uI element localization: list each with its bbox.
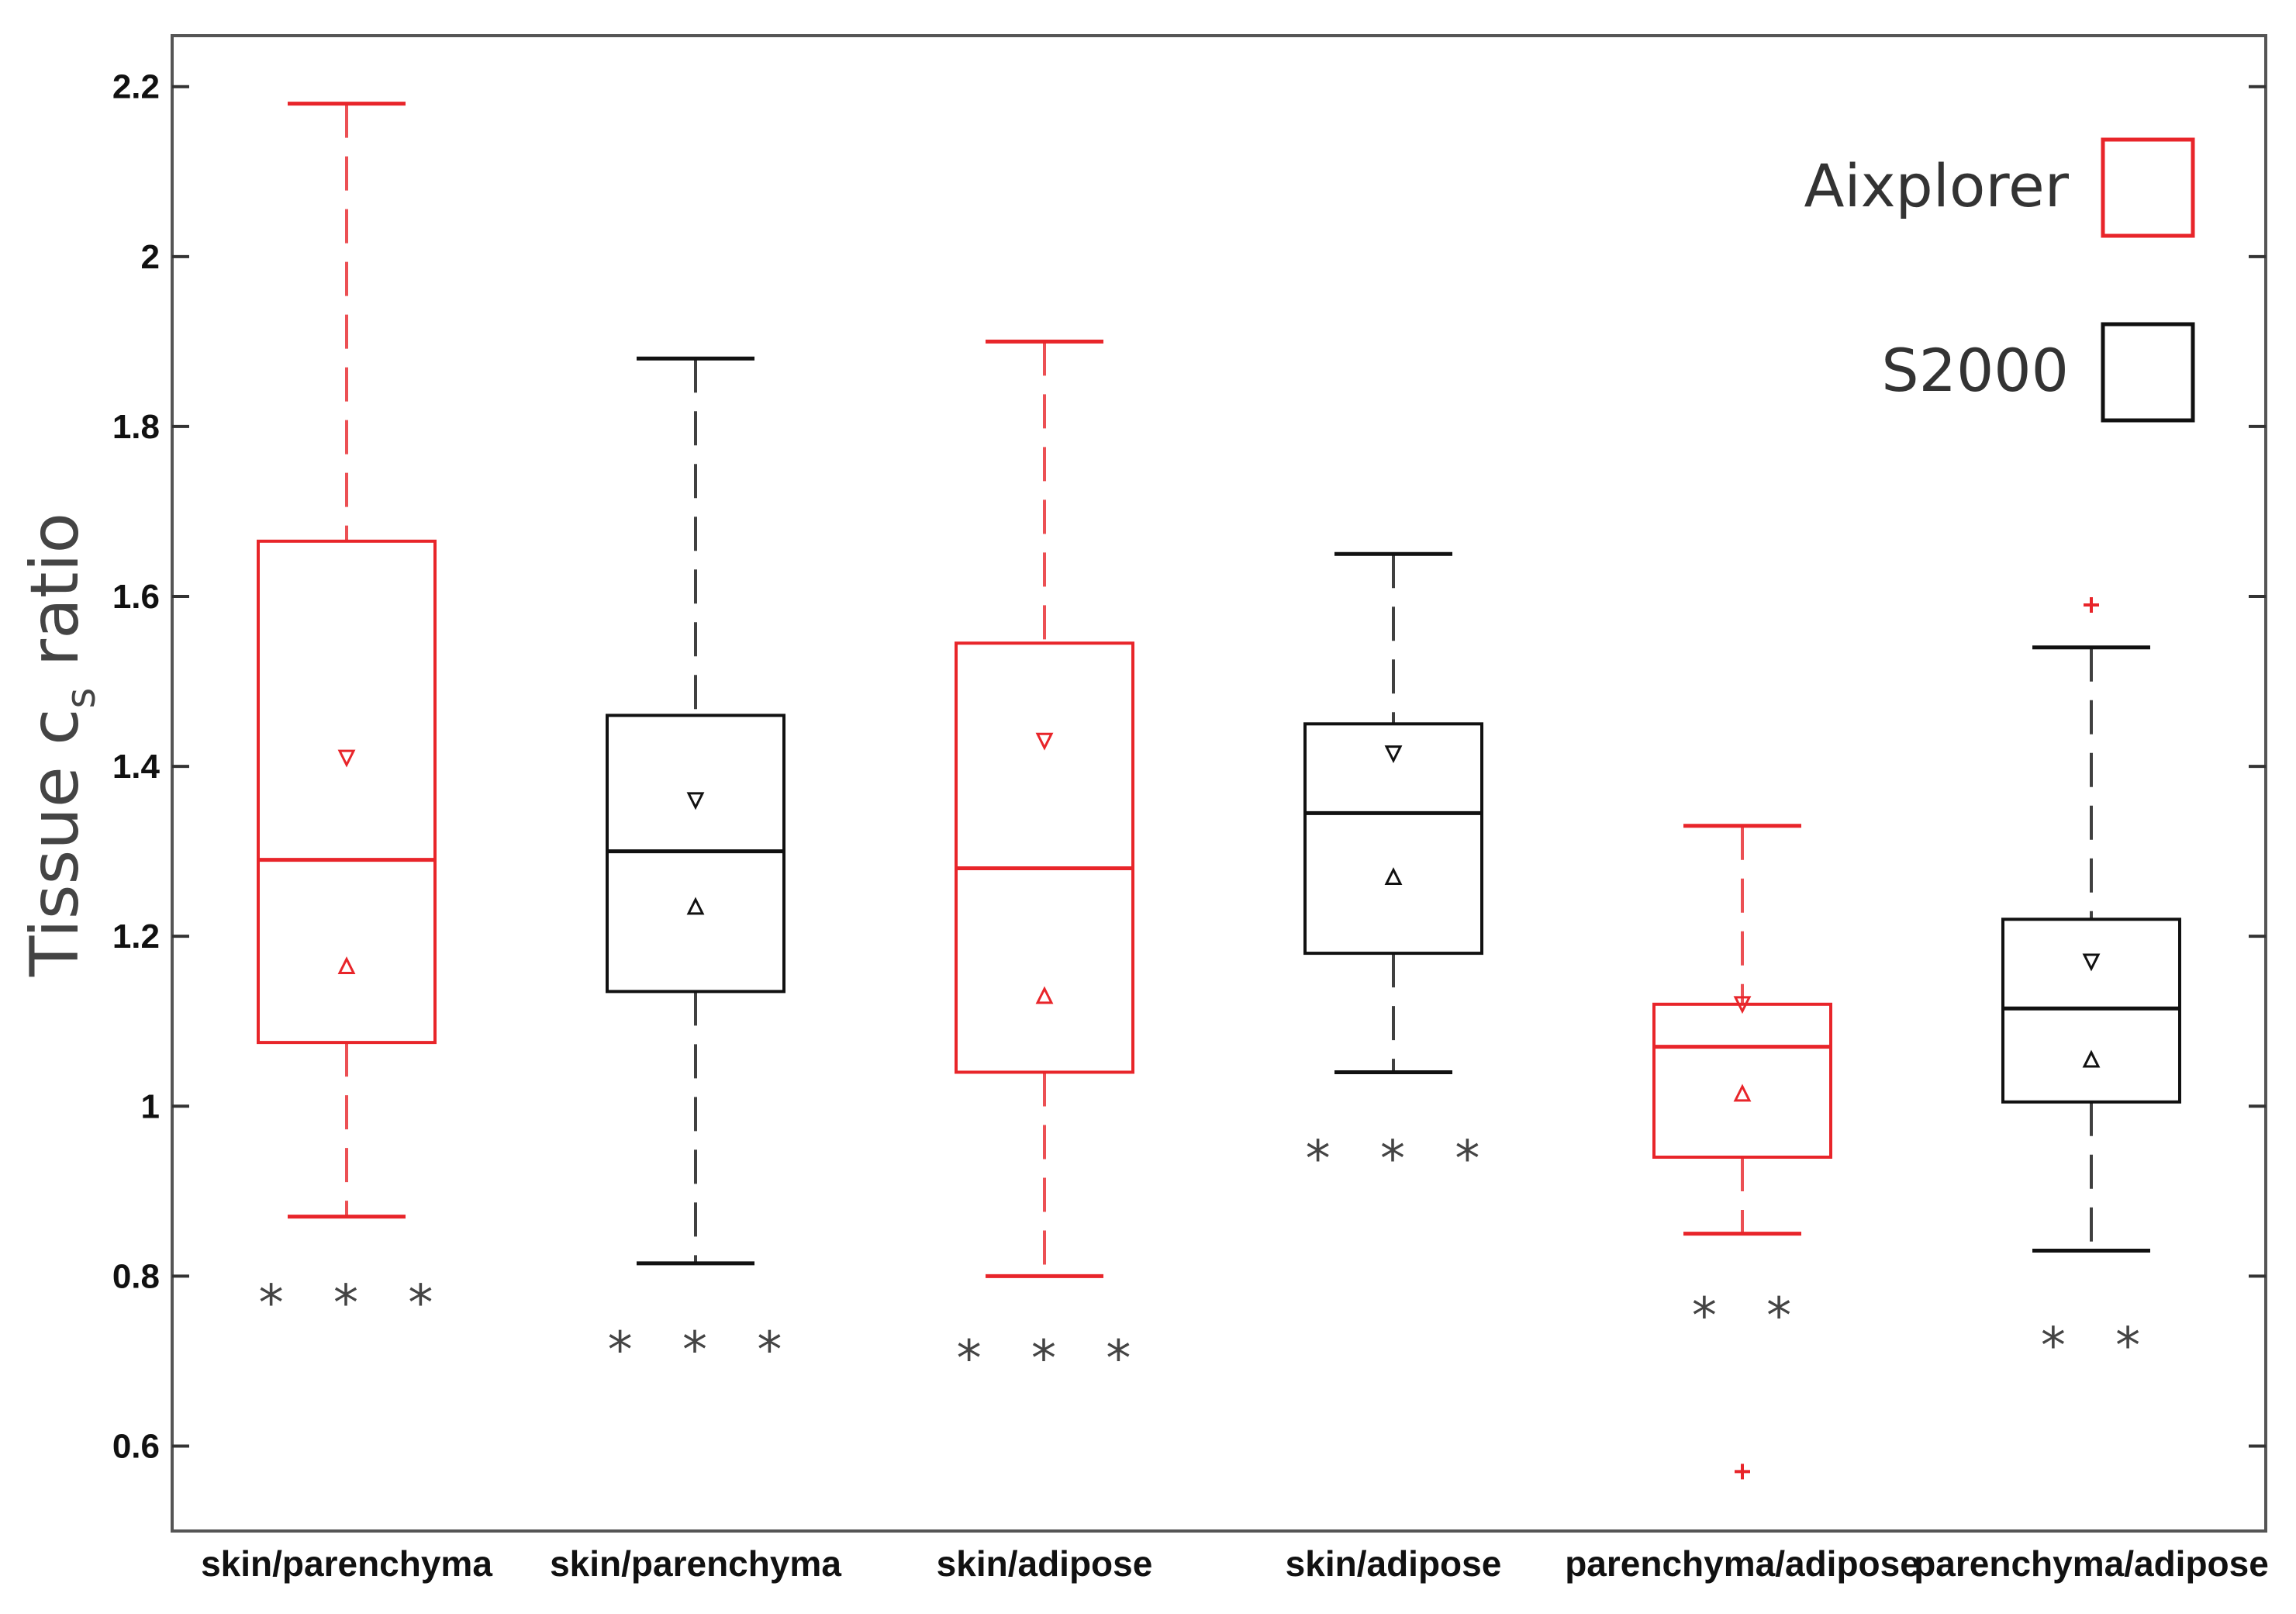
- marker-down-triangle: [1384, 745, 1403, 764]
- marker-up-triangle: [1733, 1083, 1752, 1102]
- legend: Aixplorer S2000: [1804, 137, 2195, 423]
- outlier-marker: [1735, 1464, 1750, 1480]
- marker-up-triangle: [337, 956, 356, 975]
- category-label: parenchyma/adipose: [1565, 1543, 1920, 1584]
- y-tick-label: 1: [141, 1087, 160, 1125]
- y-tick-label: 1.8: [112, 408, 160, 446]
- y-axis-label-subscript: s: [58, 688, 105, 709]
- legend-swatch: [2101, 137, 2195, 238]
- y-axis: 0.6 0.8 1 1.2 1.4 1.6 1.8 2 2.2: [112, 68, 2266, 1465]
- significance-stars: * * *: [1306, 1131, 1497, 1188]
- box-iqr: [955, 641, 1134, 1074]
- significance-stars: * * *: [608, 1322, 799, 1379]
- marker-up-triangle: [1035, 986, 1054, 1004]
- significance-stars: * *: [1692, 1288, 1808, 1346]
- box-s2000: * * *: [1303, 551, 1497, 1188]
- y-axis-label: Tissue cs ratio: [16, 513, 105, 977]
- marker-down-triangle: [1035, 732, 1054, 751]
- box-aixplorer: * * *: [955, 339, 1148, 1388]
- y-tick-label: 2.2: [112, 68, 160, 106]
- legend-item-s2000: S2000: [1881, 322, 2195, 423]
- marker-down-triangle: [1733, 996, 1752, 1014]
- category-label: skin/parenchyma: [550, 1543, 841, 1584]
- plot-area: [171, 34, 2267, 1533]
- outlier-marker: [2084, 596, 2099, 613]
- marker-up-triangle: [2082, 1049, 2101, 1068]
- y-axis-label-main: Tissue c: [16, 709, 94, 977]
- y-tick-label: 2: [141, 238, 160, 276]
- box-s2000: * *: [2001, 596, 2181, 1375]
- legend-label: S2000: [1881, 336, 2069, 405]
- y-tick-label: 1.6: [112, 578, 160, 616]
- box-series: * * * * * * * * * * * * * * * *: [257, 102, 2181, 1480]
- y-axis-label-suffix: ratio: [16, 513, 94, 688]
- x-axis: skin/parenchyma skin/parenchyma skin/adipo…: [201, 1543, 2269, 1584]
- category-label: skin/adipose: [1286, 1543, 1502, 1584]
- box-iqr: [2001, 918, 2181, 1104]
- box-iqr: [257, 539, 437, 1045]
- legend-item-aixplorer: Aixplorer: [1804, 137, 2195, 238]
- marker-up-triangle: [1384, 867, 1403, 885]
- significance-stars: * * *: [957, 1330, 1148, 1388]
- significance-stars: * *: [2041, 1318, 2157, 1375]
- marker-down-triangle: [337, 749, 356, 768]
- category-label: skin/parenchyma: [201, 1543, 492, 1584]
- marker-up-triangle: [686, 897, 705, 915]
- y-tick-label: 1.4: [112, 748, 161, 786]
- marker-down-triangle: [2082, 953, 2101, 972]
- category-label: parenchyma/adipose: [1914, 1543, 2269, 1584]
- box-aixplorer: * * *: [257, 102, 451, 1332]
- box-iqr: [1303, 722, 1483, 956]
- box-s2000: * * *: [606, 356, 799, 1379]
- y-tick-label: 0.8: [112, 1257, 160, 1295]
- category-label: skin/adipose: [937, 1543, 1153, 1584]
- y-tick-label: 0.6: [112, 1427, 160, 1465]
- box-iqr: [1652, 1002, 1832, 1160]
- legend-swatch: [2101, 322, 2195, 423]
- significance-stars: * * *: [259, 1275, 451, 1332]
- box-aixplorer: * *: [1652, 824, 1832, 1480]
- legend-label: Aixplorer: [1804, 151, 2069, 220]
- marker-down-triangle: [686, 792, 705, 810]
- box-iqr: [606, 714, 785, 994]
- y-tick-label: 1.2: [112, 918, 160, 956]
